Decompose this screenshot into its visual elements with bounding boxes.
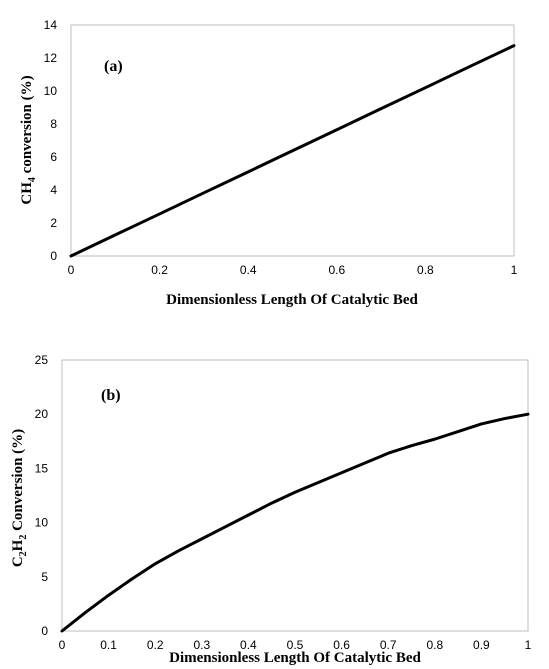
chart-a-y-tick-label: 10 (44, 84, 58, 98)
chart-b-x-tick-label: 0.1 (100, 638, 117, 652)
chart-a-y-tick-label: 2 (50, 216, 57, 230)
chart-b-y-label-post: Conversion (%) (10, 429, 26, 535)
chart-a-x-tick-label: 1 (511, 263, 518, 277)
chart-a-y-tick-label: 0 (50, 249, 57, 263)
chart-a: (a) Dimensionless Length Of Catalytic Be… (19, 18, 518, 308)
chart-a-x-axis-label: Dimensionless Length Of Catalytic Bed (166, 292, 418, 308)
chart-b-plot-area (61, 359, 529, 632)
chart-b-x-tick-label: 0.6 (333, 638, 350, 652)
chart-b-x-tick-label: 0.9 (473, 638, 490, 652)
chart-b-series-line (60, 412, 530, 633)
chart-b-y-label-mid: H (10, 539, 26, 551)
chart-a-panel-label: (a) (104, 58, 123, 75)
chart-b-x-tick-label: 0.8 (426, 638, 443, 652)
chart-b-x-tick-label: 0.7 (380, 638, 397, 652)
chart-a-y-tick-label: 6 (50, 150, 57, 164)
chart-b-x-axis-label: Dimensionless Length Of Catalytic Bed (169, 650, 421, 666)
chart-a-y-label-post: conversion (%) (19, 75, 35, 177)
chart-b-y-tick-label: 5 (41, 570, 48, 584)
chart-b-y-tick-label: 25 (35, 353, 49, 367)
chart-b-y-label-sub2: 2 (18, 535, 29, 540)
chart-b-panel-label: (b) (101, 387, 121, 404)
chart-b: (b) Dimensionless Length Of Catalytic Be… (10, 353, 532, 666)
chart-b-x-tick-label: 1 (525, 638, 532, 652)
chart-a-plot-area (70, 24, 515, 257)
chart-b-y-tick-label: 0 (41, 624, 48, 638)
chart-b-y-tick-label: 15 (35, 461, 49, 475)
chart-a-x-tick-label: 0.6 (328, 263, 345, 277)
chart-a-y-label-sub: 4 (27, 177, 38, 182)
chart-b-x-tick-label: 0.4 (240, 638, 257, 652)
chart-a-x-tick-label: 0.2 (151, 263, 168, 277)
chart-a-series-line (69, 44, 516, 258)
chart-b-x-tick-label: 0.3 (193, 638, 210, 652)
chart-a-y-axis-label: CH4 conversion (%) (19, 75, 38, 204)
chart-a-x-tick-label: 0.4 (240, 263, 257, 277)
chart-b-y-tick-label: 20 (35, 407, 49, 421)
chart-a-y-tick-label: 14 (44, 18, 58, 32)
chart-a-y-tick-label: 8 (50, 117, 57, 131)
chart-b-x-tick-label: 0.2 (147, 638, 164, 652)
chart-b-y-label-pre: C (10, 556, 26, 567)
chart-a-x-tick-label: 0.8 (417, 263, 434, 277)
chart-b-y-tick-label: 10 (35, 516, 49, 530)
chart-a-y-tick-label: 12 (44, 51, 58, 65)
chart-a-y-label-pre: CH (19, 182, 35, 205)
chart-b-y-label-sub: 2 (18, 551, 29, 556)
chart-b-y-axis-label: C2H2 Conversion (%) (10, 429, 29, 567)
chart-b-x-tick-label: 0 (59, 638, 66, 652)
chart-b-x-tick-label: 0.5 (287, 638, 304, 652)
chart-a-y-tick-label: 4 (50, 183, 57, 197)
chart-a-x-tick-label: 0 (68, 263, 75, 277)
